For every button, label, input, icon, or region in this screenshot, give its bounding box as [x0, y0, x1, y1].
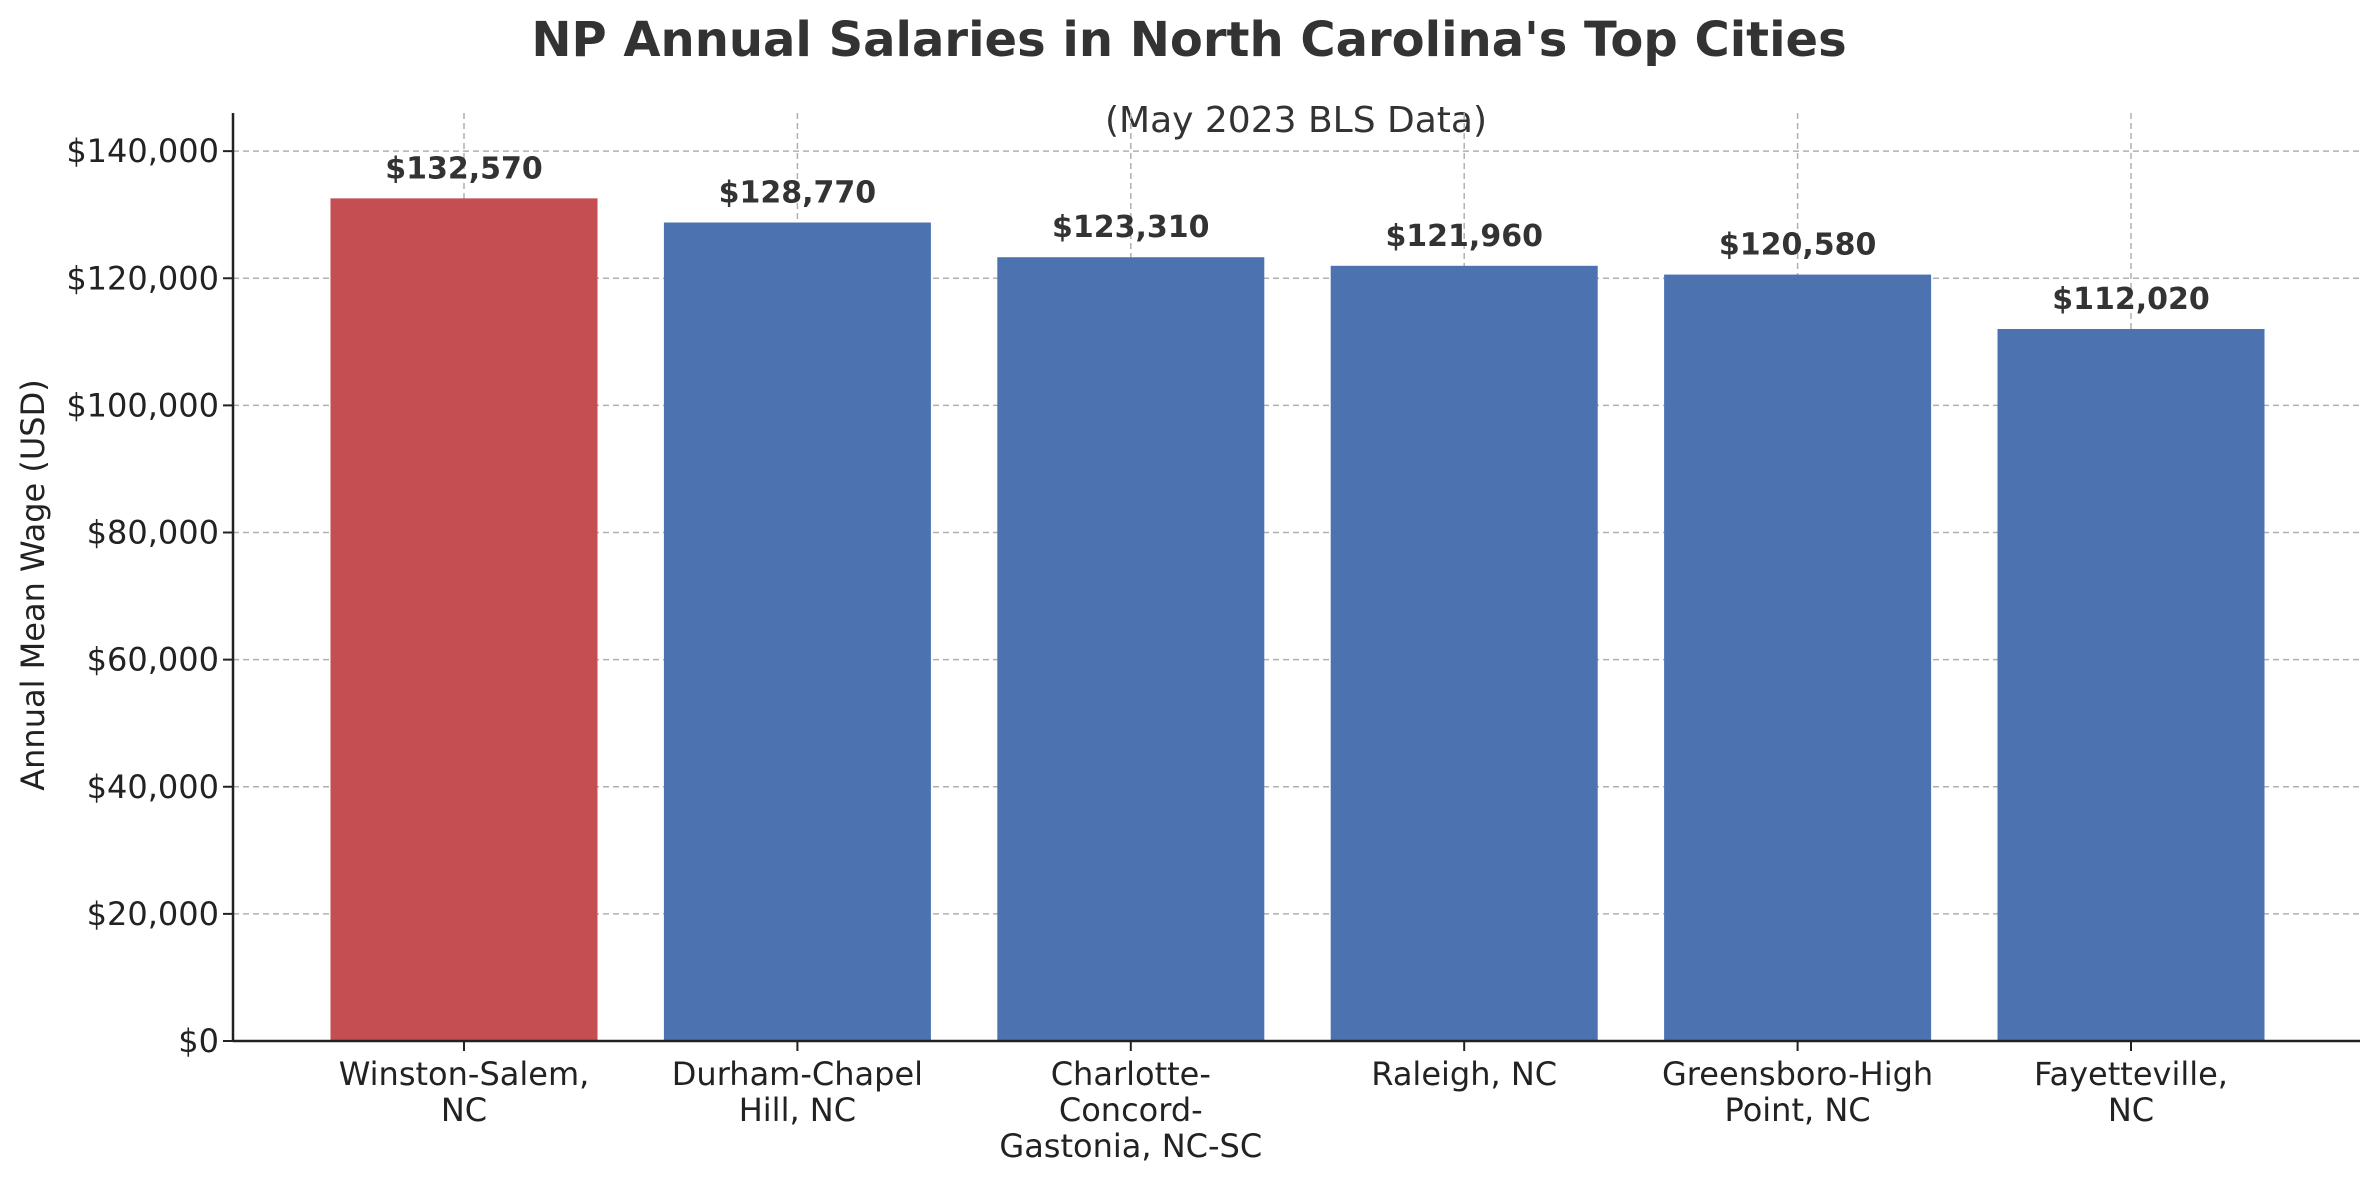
x-tick-label: Durham-Chapel Hill, NC — [672, 1055, 923, 1129]
data-label: $121,960 — [1385, 219, 1543, 254]
data-label: $132,570 — [385, 151, 543, 186]
x-axis-ticks: Winston-Salem, NC Durham-Chapel Hill, NC Cha… — [339, 1041, 2228, 1165]
bar — [1664, 274, 1932, 1041]
y-tick-label: $40,000 — [87, 768, 219, 806]
data-label: $123,310 — [1052, 210, 1210, 245]
x-tick-label: Winston-Salem, NC — [339, 1055, 590, 1129]
bar — [663, 222, 931, 1041]
y-tick-label: $60,000 — [87, 641, 219, 679]
y-tick-label: $140,000 — [66, 132, 219, 170]
bar — [330, 198, 598, 1041]
y-tick-label: $120,000 — [66, 259, 219, 297]
y-axis-label: Annual Mean Wage (USD) — [14, 379, 52, 790]
x-tick-label: Charlotte-Concord-Gastonia, NC-SC — [999, 1055, 1262, 1165]
x-tick-label: Fayetteville, NC — [2034, 1055, 2228, 1129]
data-label: $112,020 — [2052, 282, 2210, 317]
data-label: $128,770 — [719, 176, 877, 211]
chart-title: NP Annual Salaries in North Carolina's T… — [531, 12, 1846, 68]
bars — [330, 198, 2265, 1042]
y-tick-label: $20,000 — [87, 895, 219, 933]
value-labels: $132,570 $128,770 $123,310 $121,960 $120,580… — [385, 151, 2210, 317]
y-tick-label: $0 — [178, 1022, 219, 1060]
bar — [997, 257, 1265, 1041]
data-label: $120,580 — [1719, 228, 1877, 263]
chart-subtitle: (May 2023 BLS Data) — [1105, 100, 1487, 141]
y-axis-ticks: $0 $20,000 $40,000 $60,000 $80,000 $100,000 $1… — [66, 132, 233, 1060]
bar — [1997, 328, 2265, 1042]
x-tick-label: Greensboro-High Point, NC — [1662, 1055, 1933, 1129]
y-tick-label: $80,000 — [87, 514, 219, 552]
x-tick-label: Raleigh, NC — [1371, 1055, 1557, 1093]
y-tick-label: $100,000 — [66, 386, 219, 424]
bar — [1330, 265, 1598, 1041]
